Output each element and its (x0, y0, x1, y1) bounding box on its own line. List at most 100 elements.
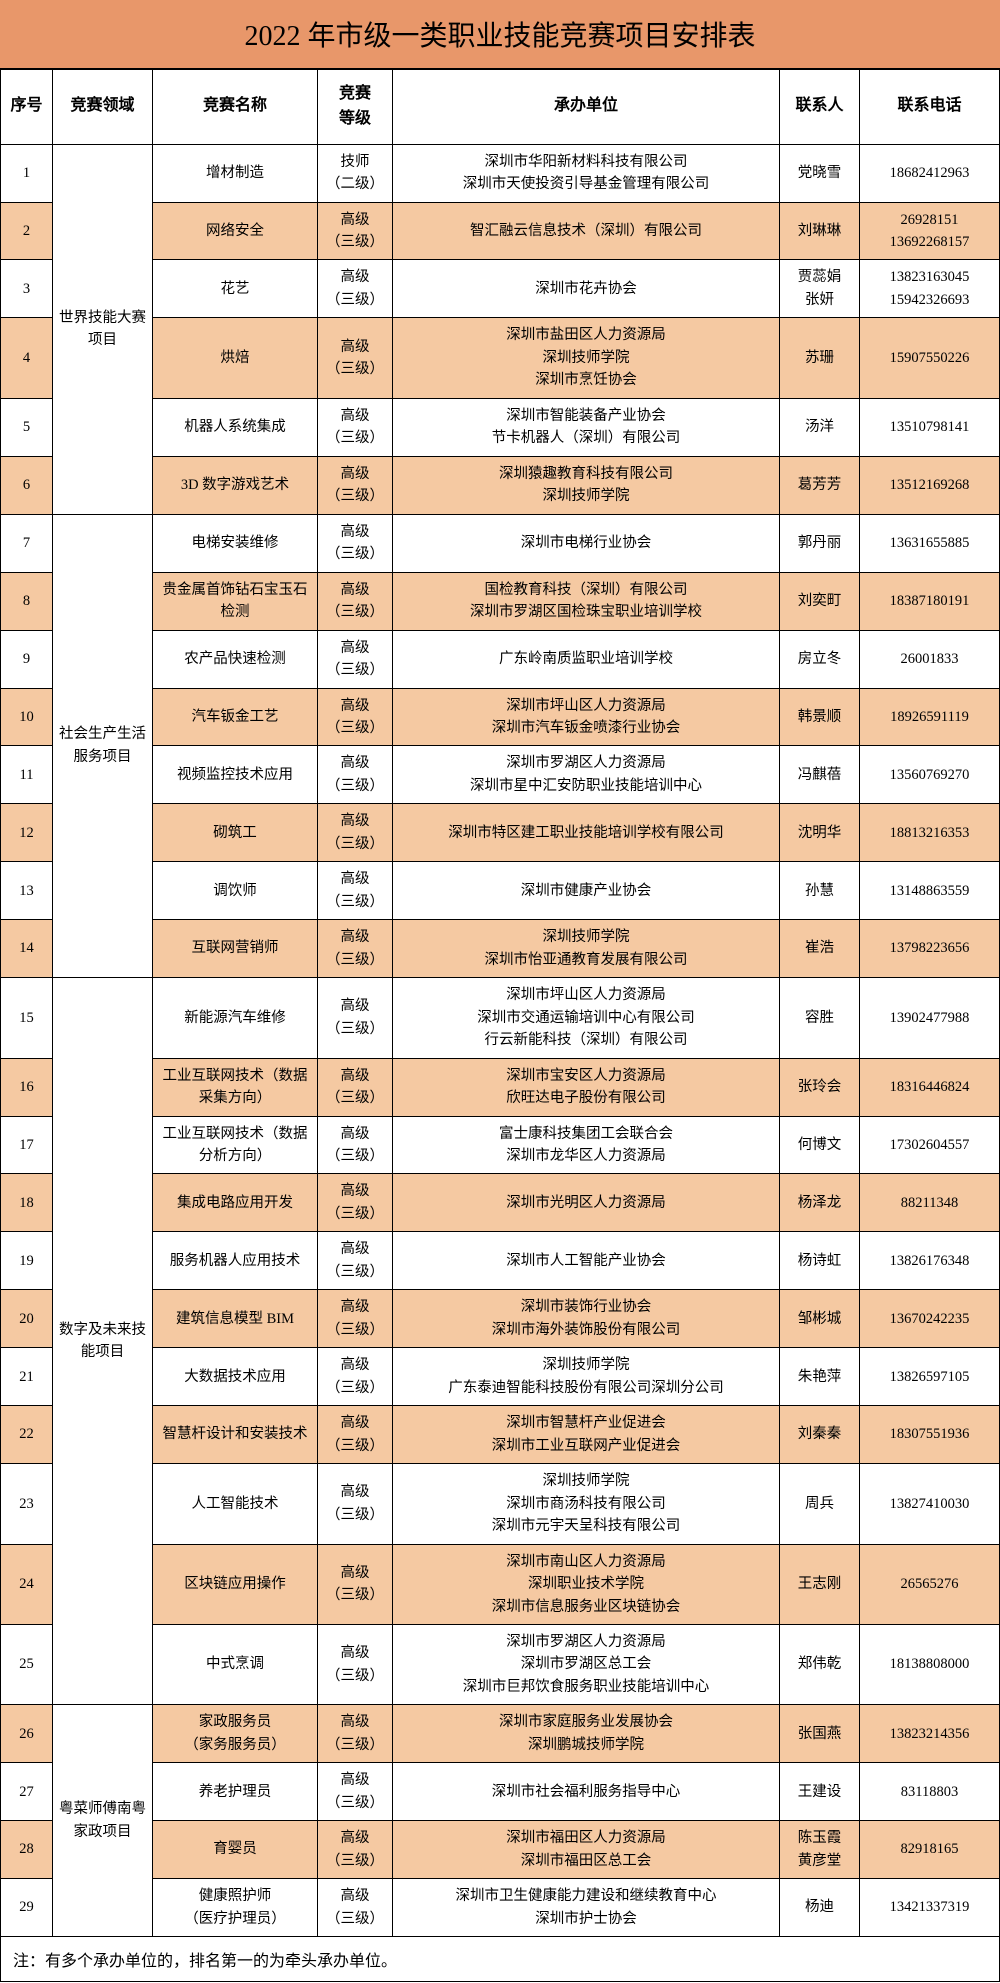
cell-level: 高级 （三级） (318, 572, 393, 630)
cell-contact: 汤洋 (780, 398, 860, 456)
cell-name: 育婴员 (153, 1821, 318, 1879)
cell-org: 深圳技师学院 深圳市怡亚通教育发展有限公司 (393, 920, 780, 978)
cell-org: 深圳市社会福利服务指导中心 (393, 1763, 780, 1821)
cell-no: 8 (1, 572, 53, 630)
cell-name: 调饮师 (153, 862, 318, 920)
cell-org: 深圳市装饰行业协会 深圳市海外装饰股份有限公司 (393, 1290, 780, 1348)
table-row: 7社会生产生活服务项目电梯安装维修高级 （三级）深圳市电梯行业协会郭丹丽1363… (1, 514, 1000, 572)
cell-phone: 18138808000 (860, 1624, 1000, 1704)
cell-name: 工业互联网技术（数据分析方向） (153, 1116, 318, 1174)
cell-level: 高级 （三级） (318, 1348, 393, 1406)
cell-org: 深圳市宝安区人力资源局 欣旺达电子股份有限公司 (393, 1058, 780, 1116)
cell-level: 高级 （三级） (318, 688, 393, 746)
cell-phone: 83118803 (860, 1763, 1000, 1821)
cell-name: 电梯安装维修 (153, 514, 318, 572)
cell-contact: 杨诗虹 (780, 1232, 860, 1290)
cell-no: 13 (1, 862, 53, 920)
cell-no: 20 (1, 1290, 53, 1348)
cell-phone: 17302604557 (860, 1116, 1000, 1174)
cell-level: 技师 （二级） (318, 144, 393, 202)
cell-name: 汽车钣金工艺 (153, 688, 318, 746)
cell-contact: 王志刚 (780, 1544, 860, 1624)
cell-org: 深圳市南山区人力资源局 深圳职业技术学院 深圳市信息服务业区块链协会 (393, 1544, 780, 1624)
cell-level: 高级 （三级） (318, 1058, 393, 1116)
cell-org: 深圳技师学院 广东泰迪智能科技股份有限公司深圳分公司 (393, 1348, 780, 1406)
cell-level: 高级 （三级） (318, 630, 393, 688)
cell-phone: 13512169268 (860, 456, 1000, 514)
cell-org: 深圳市福田区人力资源局 深圳市福田区总工会 (393, 1821, 780, 1879)
cell-contact: 刘琳琳 (780, 202, 860, 260)
cell-contact: 贾蕊娟 张妍 (780, 260, 860, 318)
cell-name: 大数据技术应用 (153, 1348, 318, 1406)
cell-org: 深圳市卫生健康能力建设和继续教育中心 深圳市护士协会 (393, 1879, 780, 1937)
cell-contact: 杨泽龙 (780, 1174, 860, 1232)
table-row: 1世界技能大赛项目增材制造技师 （二级）深圳市华阳新材料科技有限公司 深圳市天使… (1, 144, 1000, 202)
cell-phone: 13670242235 (860, 1290, 1000, 1348)
cell-no: 11 (1, 746, 53, 804)
cell-org: 深圳技师学院 深圳市商汤科技有限公司 深圳市元宇天呈科技有限公司 (393, 1464, 780, 1544)
cell-name: 健康照护师 （医疗护理员） (153, 1879, 318, 1937)
cell-level: 高级 （三级） (318, 1406, 393, 1464)
cell-phone: 13826597105 (860, 1348, 1000, 1406)
cell-level: 高级 （三级） (318, 1879, 393, 1937)
cell-name: 新能源汽车维修 (153, 978, 318, 1058)
cell-phone: 13823214356 (860, 1705, 1000, 1763)
cell-name: 视频监控技术应用 (153, 746, 318, 804)
cell-name: 中式烹调 (153, 1624, 318, 1704)
cell-no: 16 (1, 1058, 53, 1116)
cell-no: 21 (1, 1348, 53, 1406)
cell-name: 机器人系统集成 (153, 398, 318, 456)
cell-phone: 13421337319 (860, 1879, 1000, 1937)
cell-contact: 邹彬城 (780, 1290, 860, 1348)
cell-name: 增材制造 (153, 144, 318, 202)
cell-phone: 18926591119 (860, 688, 1000, 746)
cell-contact: 郑伟乾 (780, 1624, 860, 1704)
cell-no: 3 (1, 260, 53, 318)
cell-phone: 13798223656 (860, 920, 1000, 978)
cell-org: 深圳市电梯行业协会 (393, 514, 780, 572)
cell-level: 高级 （三级） (318, 1544, 393, 1624)
cell-name: 工业互联网技术（数据采集方向） (153, 1058, 318, 1116)
cell-no: 23 (1, 1464, 53, 1544)
col-header-org: 承办单位 (393, 70, 780, 145)
cell-name: 家政服务员 （家务服务员） (153, 1705, 318, 1763)
cell-no: 29 (1, 1879, 53, 1937)
cell-name: 网络安全 (153, 202, 318, 260)
cell-phone: 13902477988 (860, 978, 1000, 1058)
cell-contact: 朱艳萍 (780, 1348, 860, 1406)
col-header-no: 序号 (1, 70, 53, 145)
cell-contact: 党晓雪 (780, 144, 860, 202)
cell-name: 服务机器人应用技术 (153, 1232, 318, 1290)
cell-phone: 18682412963 (860, 144, 1000, 202)
cell-phone: 13148863559 (860, 862, 1000, 920)
table-row: 15数字及未来技能项目新能源汽车维修高级 （三级）深圳市坪山区人力资源局 深圳市… (1, 978, 1000, 1058)
cell-level: 高级 （三级） (318, 260, 393, 318)
cell-phone: 18813216353 (860, 804, 1000, 862)
cell-org: 深圳猿趣教育科技有限公司 深圳技师学院 (393, 456, 780, 514)
cell-org: 深圳市罗湖区人力资源局 深圳市罗湖区总工会 深圳市巨邦饮食服务职业技能培训中心 (393, 1624, 780, 1704)
cell-no: 25 (1, 1624, 53, 1704)
cell-level: 高级 （三级） (318, 398, 393, 456)
cell-level: 高级 （三级） (318, 1705, 393, 1763)
cell-contact: 何博文 (780, 1116, 860, 1174)
cell-org: 深圳市家庭服务业发展协会 深圳鹏城技师学院 (393, 1705, 780, 1763)
cell-level: 高级 （三级） (318, 920, 393, 978)
cell-name: 3D 数字游戏艺术 (153, 456, 318, 514)
cell-org: 国检教育科技（深圳）有限公司 深圳市罗湖区国检珠宝职业培训学校 (393, 572, 780, 630)
cell-contact: 陈玉霞 黄彦堂 (780, 1821, 860, 1879)
cell-name: 智慧杆设计和安装技术 (153, 1406, 318, 1464)
cell-phone: 88211348 (860, 1174, 1000, 1232)
col-header-level: 竞赛 等级 (318, 70, 393, 145)
cell-org: 深圳市坪山区人力资源局 深圳市交通运输培训中心有限公司 行云新能科技（深圳）有限… (393, 978, 780, 1058)
cell-domain: 社会生产生活服务项目 (53, 514, 153, 978)
cell-org: 广东岭南质监职业培训学校 (393, 630, 780, 688)
cell-no: 2 (1, 202, 53, 260)
cell-level: 高级 （三级） (318, 1763, 393, 1821)
cell-no: 6 (1, 456, 53, 514)
cell-org: 智汇融云信息技术（深圳）有限公司 (393, 202, 780, 260)
cell-org: 深圳市特区建工职业技能培训学校有限公司 (393, 804, 780, 862)
cell-level: 高级 （三级） (318, 1290, 393, 1348)
cell-level: 高级 （三级） (318, 862, 393, 920)
cell-level: 高级 （三级） (318, 202, 393, 260)
cell-level: 高级 （三级） (318, 978, 393, 1058)
